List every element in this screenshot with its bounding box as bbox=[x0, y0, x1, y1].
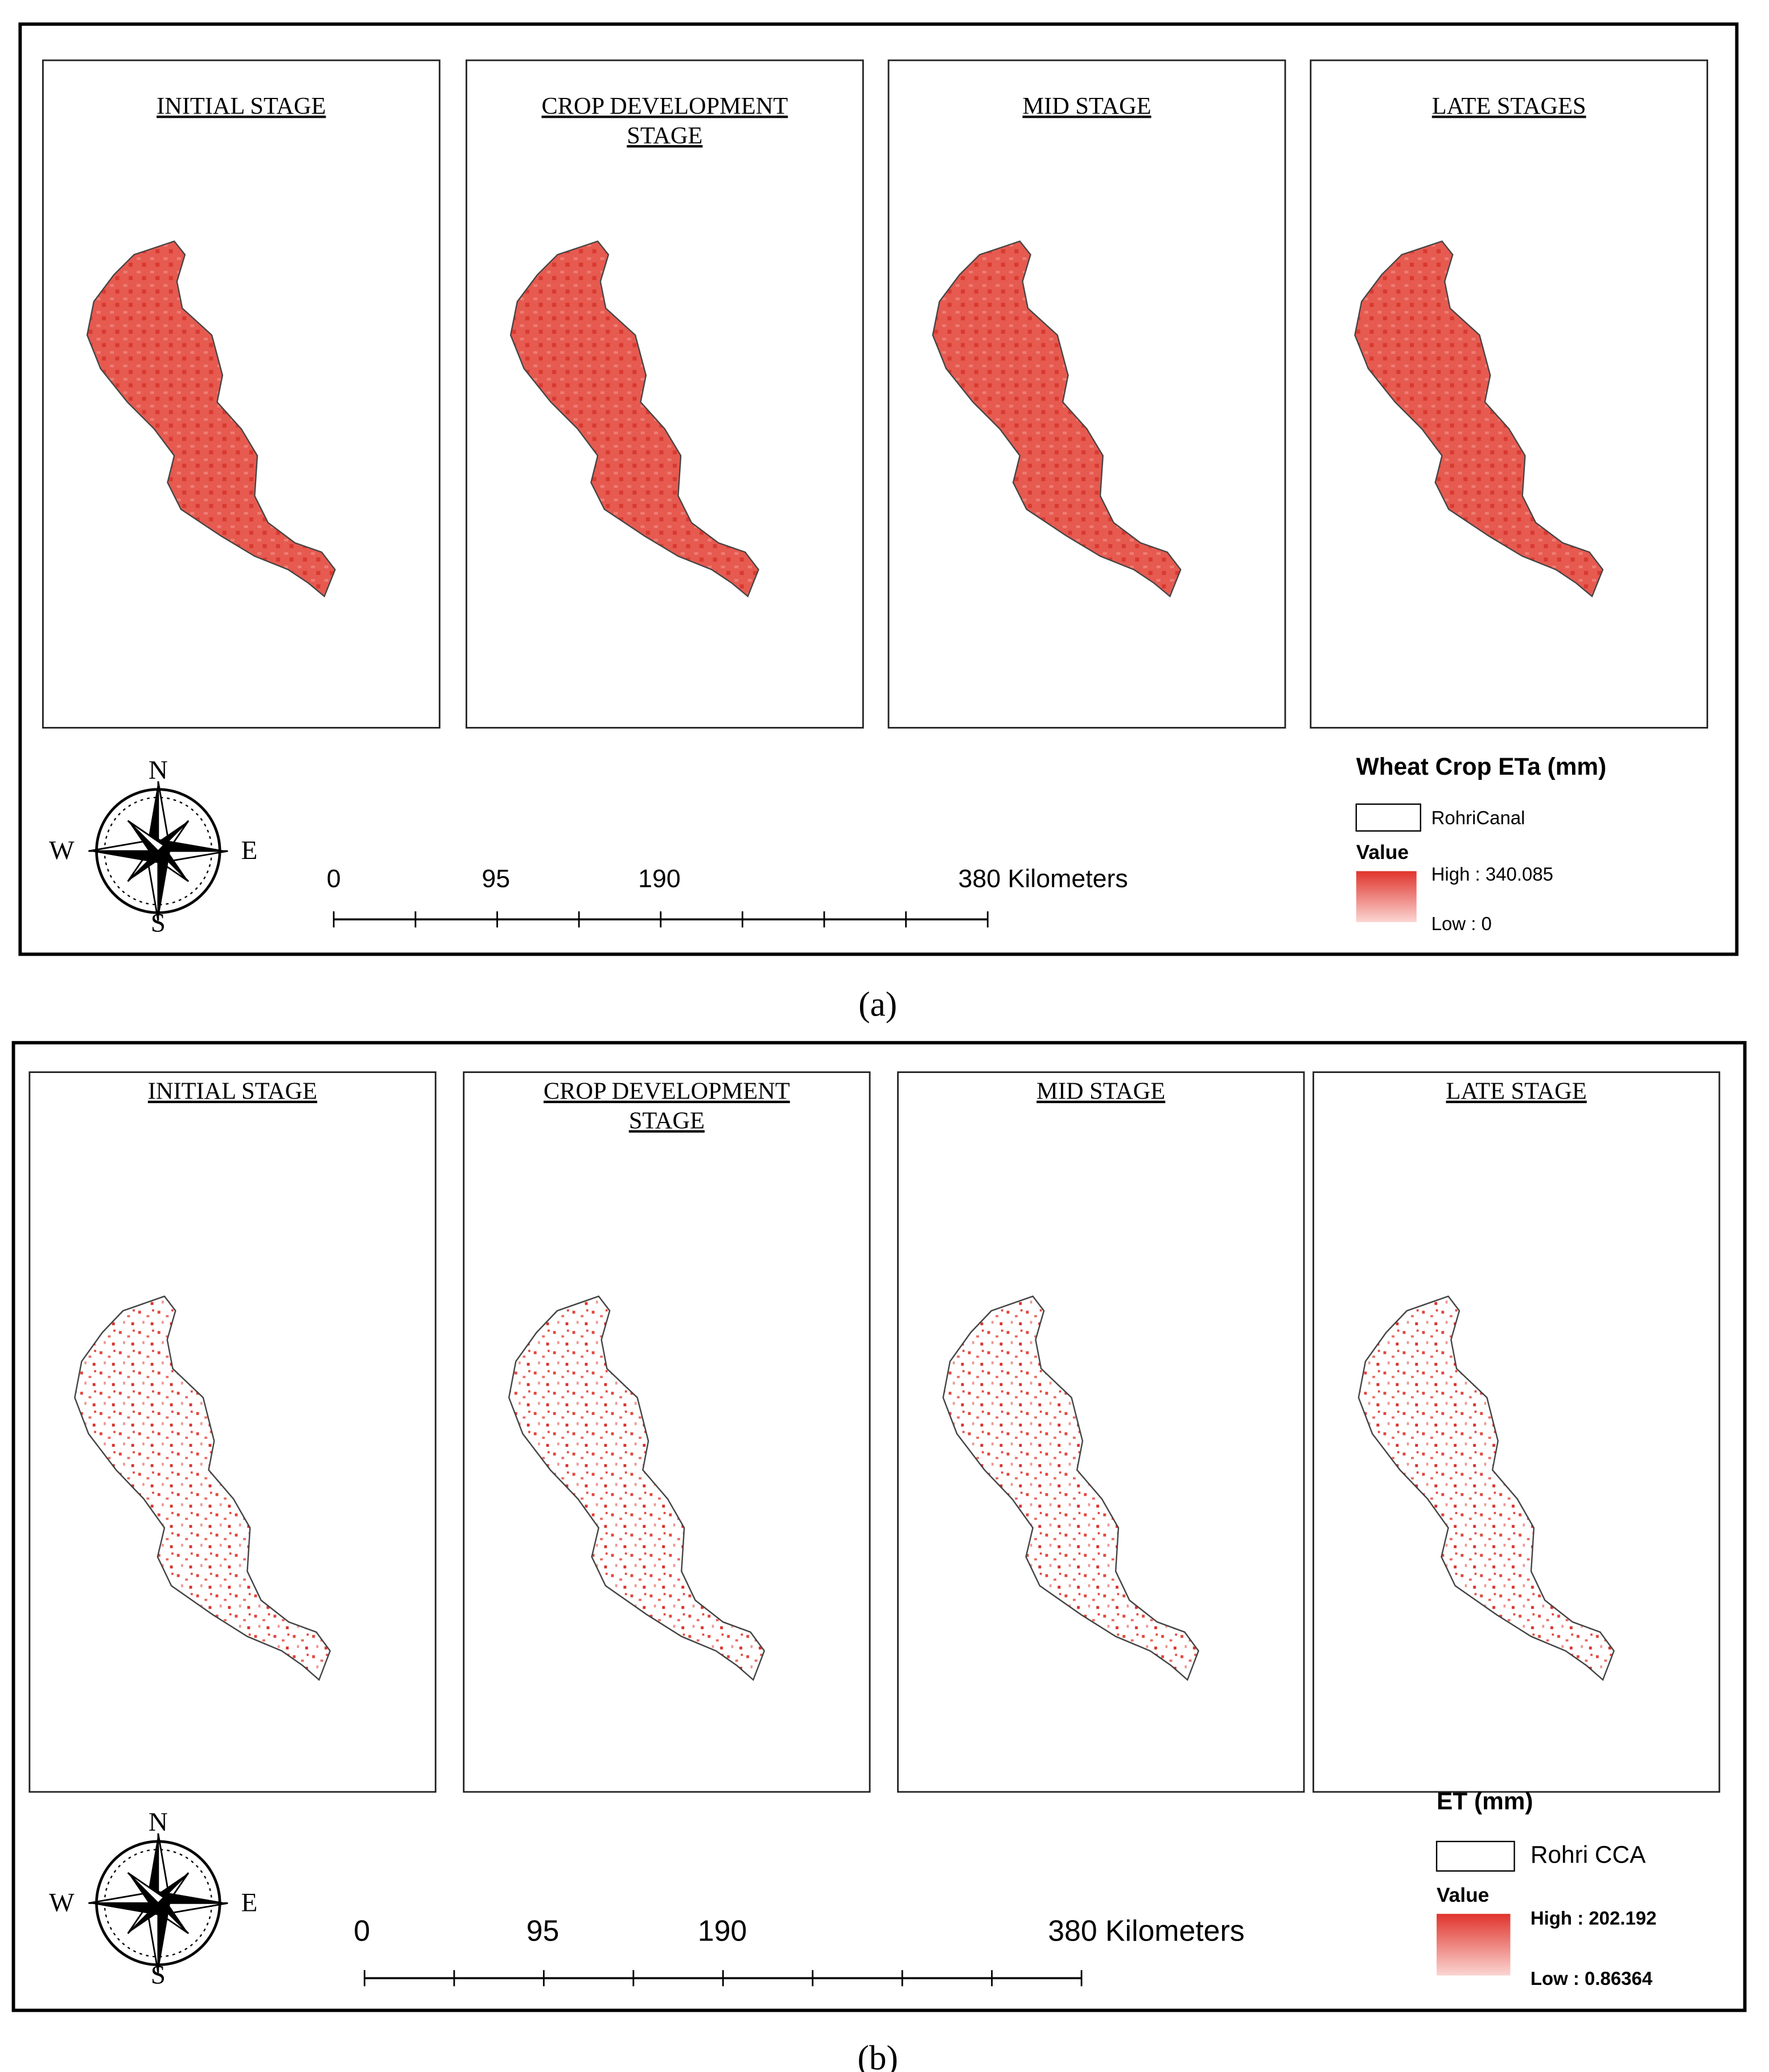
canal-area bbox=[509, 240, 760, 598]
stage-title: INITIAL STAGE bbox=[148, 1078, 317, 1105]
scale-label: 380 Kilometers bbox=[958, 865, 1128, 893]
compass-letter: W bbox=[49, 836, 75, 865]
caption: (b) bbox=[858, 2038, 898, 2072]
stage-title: CROP DEVELOPMENT bbox=[541, 93, 788, 120]
legend-gradient bbox=[1356, 871, 1417, 922]
scale-label: 190 bbox=[698, 1914, 747, 1947]
scale-label: 95 bbox=[526, 1914, 560, 1947]
compass-point bbox=[158, 851, 171, 921]
canal-area bbox=[74, 1295, 331, 1682]
compass-letter: E bbox=[241, 836, 258, 865]
legend-value-label: Value bbox=[1356, 841, 1409, 864]
map-panel bbox=[1310, 59, 1709, 729]
legend-title: ET (mm) bbox=[1437, 1788, 1533, 1815]
compass-point bbox=[88, 1903, 158, 1915]
scale-label: 95 bbox=[482, 865, 510, 893]
compass-point bbox=[127, 1872, 166, 1905]
compass-letter: S bbox=[151, 908, 166, 938]
legend-high: High : 202.192 bbox=[1531, 1907, 1657, 1929]
map-panel bbox=[897, 1071, 1305, 1793]
scale-label: 380 Kilometers bbox=[1048, 1914, 1244, 1947]
legend-low: Low : 0 bbox=[1431, 913, 1492, 934]
canal-area bbox=[1357, 1295, 1615, 1682]
map-panel bbox=[1313, 1071, 1721, 1793]
legend-value-label: Value bbox=[1437, 1884, 1489, 1906]
stage-title: LATE STAGE bbox=[1446, 1078, 1586, 1105]
compass-point bbox=[158, 838, 228, 852]
canal-area bbox=[86, 240, 336, 598]
compass-letter: N bbox=[149, 1807, 168, 1837]
stage-title: MID STAGE bbox=[1036, 1078, 1165, 1105]
stage-title: MID STAGE bbox=[1022, 93, 1151, 120]
compass-point bbox=[158, 1903, 171, 1973]
stage-title: INITIAL STAGE bbox=[157, 93, 326, 120]
scale-label: 190 bbox=[638, 865, 681, 893]
canal-area bbox=[508, 1295, 766, 1682]
compass-point bbox=[127, 1873, 158, 1909]
legend-gradient bbox=[1437, 1914, 1511, 1976]
legend-low: Low : 0.86364 bbox=[1531, 1968, 1653, 1989]
stage-title: CROP DEVELOPMENT bbox=[544, 1078, 790, 1105]
figure-frame bbox=[11, 1041, 1747, 2012]
legend-layer: RohriCanal bbox=[1431, 807, 1525, 828]
stage-title: STAGE bbox=[627, 122, 702, 149]
canal-area bbox=[1354, 240, 1604, 598]
stage-title: STAGE bbox=[629, 1107, 705, 1134]
legend-title: Wheat Crop ETa (mm) bbox=[1356, 753, 1606, 780]
map-panel bbox=[28, 1071, 437, 1793]
scale-label: 0 bbox=[327, 865, 341, 893]
figure-frame bbox=[18, 22, 1739, 956]
compass-letter: W bbox=[49, 1888, 75, 1917]
compass-point bbox=[127, 820, 158, 857]
map-panel bbox=[465, 59, 864, 729]
compass-letter: E bbox=[241, 1888, 258, 1917]
legend-swatch bbox=[1355, 803, 1421, 832]
map-panel bbox=[42, 59, 441, 729]
caption: (a) bbox=[858, 985, 897, 1024]
legend-swatch bbox=[1435, 1840, 1515, 1872]
legend-layer: Rohri CCA bbox=[1531, 1841, 1646, 1868]
compass-letter: S bbox=[151, 1960, 166, 1990]
compass-letter: N bbox=[149, 755, 168, 785]
legend-high: High : 340.085 bbox=[1431, 864, 1553, 885]
canal-area bbox=[942, 1295, 1200, 1682]
compass-point bbox=[127, 820, 166, 853]
canal-area bbox=[932, 240, 1182, 598]
scale-label: 0 bbox=[353, 1914, 370, 1947]
map-panel bbox=[463, 1071, 871, 1793]
map-panel bbox=[887, 59, 1286, 729]
stage-title: LATE STAGES bbox=[1432, 93, 1586, 120]
compass-point bbox=[88, 851, 158, 864]
